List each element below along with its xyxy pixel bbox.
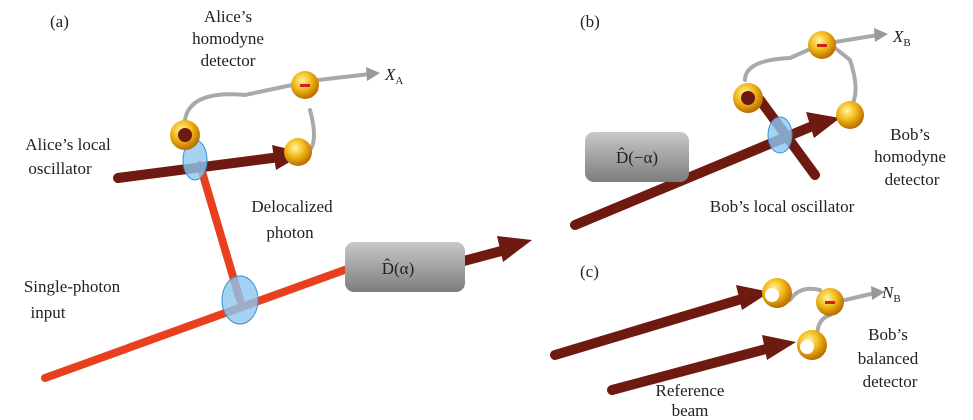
subscript: B	[893, 293, 900, 305]
symbol: X	[892, 27, 904, 46]
symbol: X	[384, 65, 396, 84]
beam-splitter	[222, 276, 258, 324]
arrow	[762, 335, 796, 360]
minus-sign	[825, 301, 835, 304]
input-label: Single-photon	[24, 277, 121, 296]
arrow	[874, 28, 888, 42]
input-label: input	[31, 303, 66, 322]
detector-window	[741, 91, 755, 105]
detector-label: homodyne	[192, 29, 264, 48]
wire	[790, 289, 820, 300]
detector	[836, 101, 864, 129]
beam-splitter	[768, 117, 792, 153]
reference-label: beam	[672, 401, 709, 420]
output-wire	[318, 74, 370, 80]
figure: (a) D̂(α) XA Alice’s homodyne detector A…	[0, 0, 973, 420]
panel-b: (b) D̂(−α) XB Bob’s homodyne detector Bo…	[575, 12, 946, 225]
panel-label: (a)	[50, 12, 69, 31]
subscript: B	[903, 37, 910, 49]
detector-label: Alice’s	[204, 7, 252, 26]
output-label: XA	[384, 65, 403, 87]
detector-label: detector	[863, 372, 918, 391]
arrow	[806, 112, 840, 138]
photon-label: photon	[266, 223, 314, 242]
minus-sign	[300, 84, 310, 87]
subscript: A	[395, 75, 403, 87]
wire	[745, 50, 808, 80]
detector-label: detector	[201, 51, 256, 70]
output-label: XB	[892, 27, 911, 49]
detector-label: homodyne	[874, 147, 946, 166]
panel-a: (a) D̂(α) XA Alice’s homodyne detector A…	[24, 7, 532, 378]
wire	[835, 48, 856, 105]
output-wire	[845, 293, 875, 300]
photon-label: Delocalized	[251, 197, 333, 216]
oscillator-label: Alice’s local	[25, 135, 111, 154]
wire	[185, 85, 292, 120]
oscillator-label: Bob’s local oscillator	[710, 197, 855, 216]
detector-label: detector	[885, 170, 940, 189]
output-label: NB	[881, 283, 901, 305]
output-wire	[835, 35, 878, 42]
detector-window	[178, 128, 192, 142]
detector-window	[765, 288, 779, 302]
reference-label: Reference	[656, 381, 725, 400]
output-beam	[460, 250, 505, 262]
oscillator-label: oscillator	[28, 159, 92, 178]
detector-label: Bob’s	[868, 325, 908, 344]
detector-window	[800, 340, 814, 354]
panel-label: (b)	[580, 12, 600, 31]
detector-label: Bob’s	[890, 125, 930, 144]
detector	[284, 138, 312, 166]
displacement: D̂(α)	[382, 259, 415, 278]
wire	[310, 110, 314, 150]
detector-label: balanced	[858, 349, 919, 368]
displacement: D̂(−α)	[616, 148, 658, 167]
arrow	[366, 67, 380, 81]
panel-label: (c)	[580, 262, 599, 281]
reference-beam	[555, 298, 745, 355]
panel-c: (c) NB Bob’s balanced detector Reference…	[555, 262, 919, 420]
minus-sign	[817, 44, 827, 47]
arrow	[497, 236, 532, 262]
